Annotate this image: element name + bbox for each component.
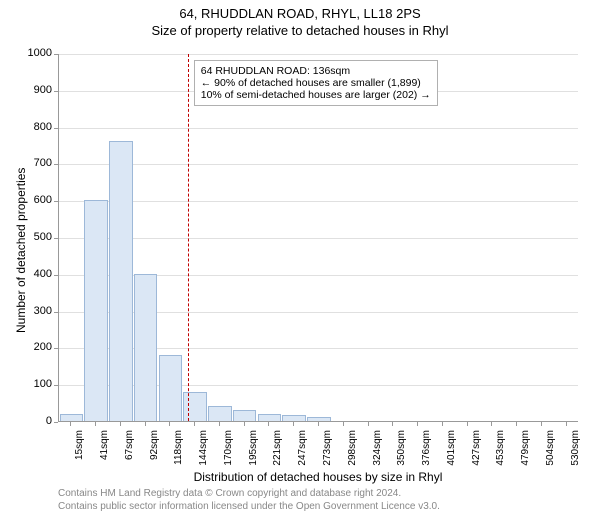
xtick-mark bbox=[368, 422, 369, 426]
ytick-label: 800 bbox=[18, 121, 52, 133]
xtick-mark bbox=[169, 422, 170, 426]
xtick-mark bbox=[219, 422, 220, 426]
ytick-label: 600 bbox=[18, 194, 52, 206]
xtick-label: 41sqm bbox=[99, 430, 110, 470]
ytick-mark bbox=[54, 91, 58, 92]
xtick-mark bbox=[491, 422, 492, 426]
xtick-label: 298sqm bbox=[347, 430, 358, 470]
gridline-h bbox=[59, 54, 578, 55]
xtick-mark bbox=[95, 422, 96, 426]
ytick-mark bbox=[54, 422, 58, 423]
histogram-bar bbox=[307, 417, 331, 421]
marker-annotation-line: 64 RHUDDLAN ROAD: 136sqm bbox=[201, 65, 431, 77]
histogram-bar bbox=[159, 355, 183, 421]
histogram-bar bbox=[258, 414, 282, 421]
xtick-label: 376sqm bbox=[421, 430, 432, 470]
xtick-label: 479sqm bbox=[520, 430, 531, 470]
xtick-label: 401sqm bbox=[446, 430, 457, 470]
footer-attribution: Contains HM Land Registry data © Crown c… bbox=[58, 488, 440, 513]
xtick-label: 221sqm bbox=[272, 430, 283, 470]
chart-container: 64, RHUDDLAN ROAD, RHYL, LL18 2PS Size o… bbox=[0, 6, 600, 506]
gridline-h bbox=[59, 238, 578, 239]
footer-line-1: Contains HM Land Registry data © Crown c… bbox=[58, 488, 440, 501]
histogram-bar bbox=[109, 141, 133, 421]
marker-line bbox=[188, 54, 189, 421]
ytick-label: 400 bbox=[18, 268, 52, 280]
ytick-mark bbox=[54, 201, 58, 202]
xtick-label: 453sqm bbox=[495, 430, 506, 470]
xtick-mark bbox=[293, 422, 294, 426]
xtick-mark bbox=[194, 422, 195, 426]
xtick-label: 195sqm bbox=[248, 430, 259, 470]
xtick-mark bbox=[268, 422, 269, 426]
ytick-mark bbox=[54, 275, 58, 276]
xtick-label: 247sqm bbox=[297, 430, 308, 470]
ytick-label: 1000 bbox=[18, 47, 52, 59]
ytick-mark bbox=[54, 238, 58, 239]
histogram-bar bbox=[233, 410, 257, 421]
xtick-label: 170sqm bbox=[223, 430, 234, 470]
xtick-label: 273sqm bbox=[322, 430, 333, 470]
xtick-mark bbox=[417, 422, 418, 426]
xtick-label: 530sqm bbox=[570, 430, 581, 470]
ytick-label: 100 bbox=[18, 378, 52, 390]
xtick-mark bbox=[467, 422, 468, 426]
xtick-mark bbox=[343, 422, 344, 426]
xtick-label: 15sqm bbox=[74, 430, 85, 470]
chart-title-sub: Size of property relative to detached ho… bbox=[0, 23, 600, 38]
ytick-label: 200 bbox=[18, 341, 52, 353]
xtick-label: 427sqm bbox=[471, 430, 482, 470]
ytick-label: 300 bbox=[18, 305, 52, 317]
xtick-mark bbox=[392, 422, 393, 426]
marker-annotation-box: 64 RHUDDLAN ROAD: 136sqm← 90% of detache… bbox=[194, 60, 438, 106]
x-axis-label: Distribution of detached houses by size … bbox=[58, 470, 578, 484]
ytick-mark bbox=[54, 128, 58, 129]
xtick-mark bbox=[120, 422, 121, 426]
chart-title-main: 64, RHUDDLAN ROAD, RHYL, LL18 2PS bbox=[0, 6, 600, 21]
xtick-mark bbox=[516, 422, 517, 426]
xtick-mark bbox=[70, 422, 71, 426]
xtick-mark bbox=[318, 422, 319, 426]
ytick-mark bbox=[54, 164, 58, 165]
marker-annotation-line: 10% of semi-detached houses are larger (… bbox=[201, 89, 431, 101]
ytick-label: 0 bbox=[18, 415, 52, 427]
xtick-label: 67sqm bbox=[124, 430, 135, 470]
histogram-bar bbox=[60, 414, 84, 421]
ytick-label: 900 bbox=[18, 84, 52, 96]
marker-annotation-line: ← 90% of detached houses are smaller (1,… bbox=[201, 77, 431, 89]
xtick-mark bbox=[566, 422, 567, 426]
ytick-mark bbox=[54, 385, 58, 386]
xtick-mark bbox=[244, 422, 245, 426]
histogram-bar bbox=[208, 406, 232, 421]
ytick-mark bbox=[54, 54, 58, 55]
histogram-bar bbox=[282, 415, 306, 421]
ytick-label: 700 bbox=[18, 157, 52, 169]
xtick-label: 324sqm bbox=[372, 430, 383, 470]
xtick-label: 144sqm bbox=[198, 430, 209, 470]
ytick-label: 500 bbox=[18, 231, 52, 243]
xtick-label: 118sqm bbox=[173, 430, 184, 470]
histogram-bar bbox=[134, 274, 158, 421]
xtick-label: 92sqm bbox=[149, 430, 160, 470]
ytick-mark bbox=[54, 312, 58, 313]
plot-area: 64 RHUDDLAN ROAD: 136sqm← 90% of detache… bbox=[58, 54, 578, 422]
xtick-label: 504sqm bbox=[545, 430, 556, 470]
xtick-mark bbox=[145, 422, 146, 426]
ytick-mark bbox=[54, 348, 58, 349]
xtick-mark bbox=[541, 422, 542, 426]
gridline-h bbox=[59, 128, 578, 129]
footer-line-2: Contains public sector information licen… bbox=[58, 501, 440, 513]
xtick-label: 350sqm bbox=[396, 430, 407, 470]
xtick-mark bbox=[442, 422, 443, 426]
histogram-bar bbox=[84, 200, 108, 421]
gridline-h bbox=[59, 164, 578, 165]
gridline-h bbox=[59, 201, 578, 202]
